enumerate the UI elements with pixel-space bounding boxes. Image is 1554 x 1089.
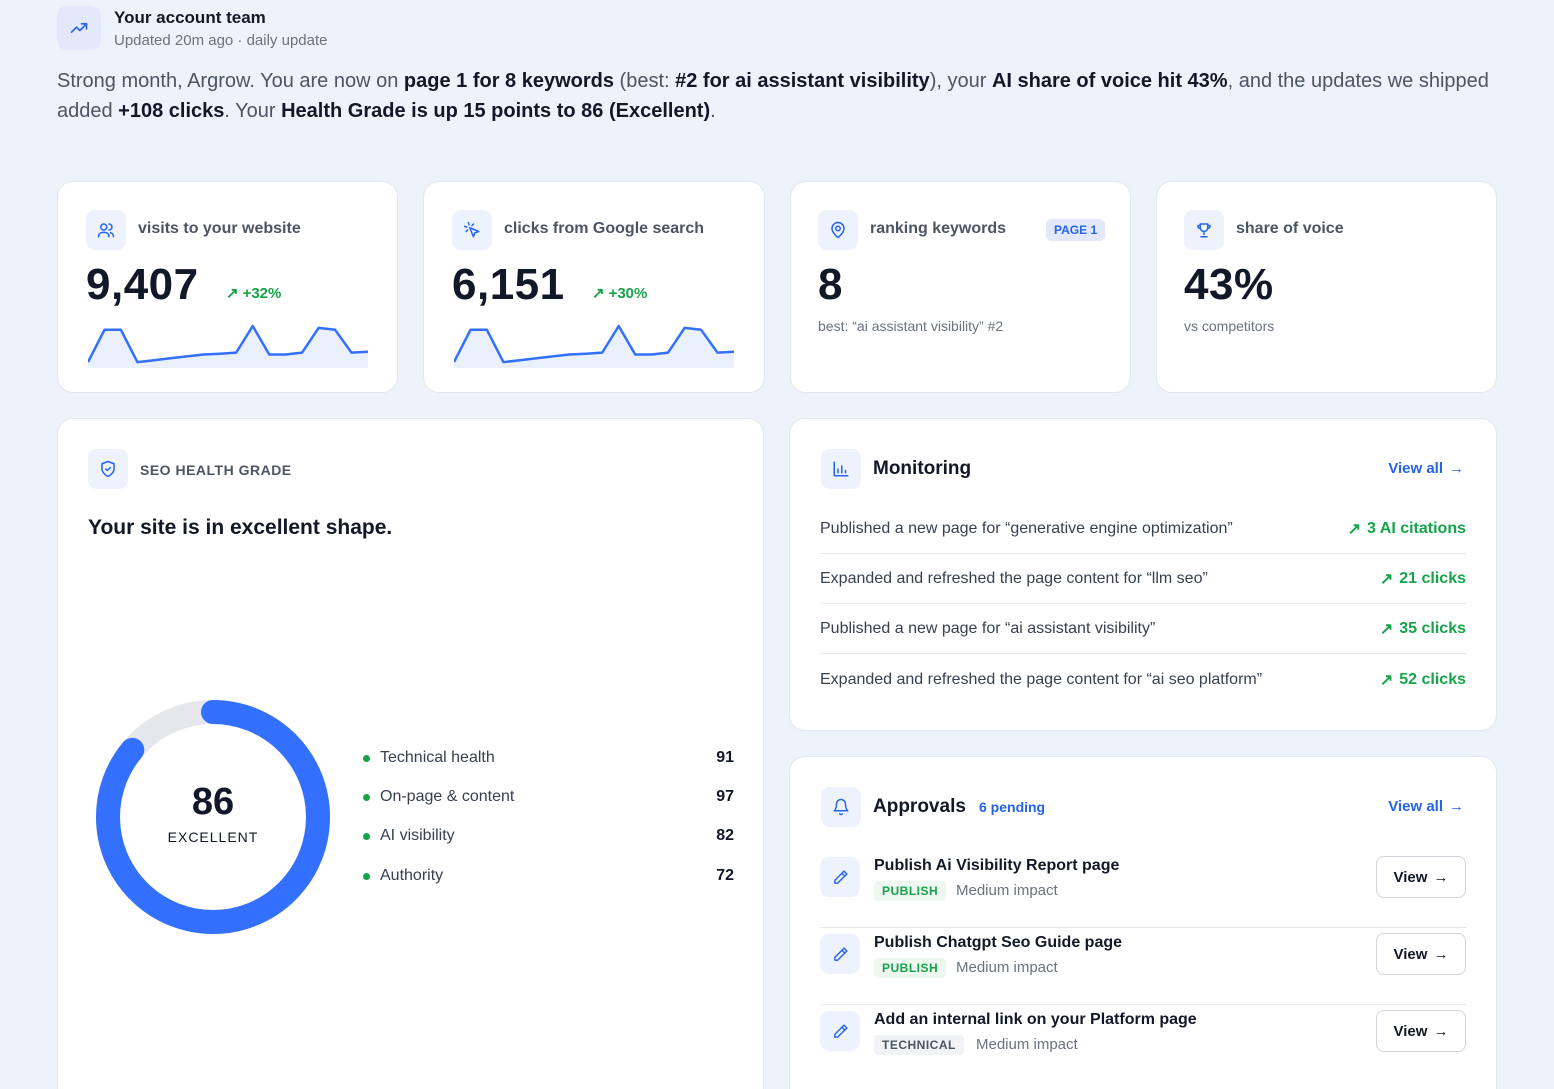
- bell-icon: [821, 787, 861, 827]
- health-headline: Your site is in excellent shape.: [88, 516, 393, 539]
- pending-count: 6 pending: [979, 799, 1046, 815]
- stat-card-keywords: ranking keywords PAGE 1 8 best: “ai assi…: [790, 181, 1131, 393]
- stat-card-clicks: clicks from Google search 6,151 ↗ +30%: [423, 181, 765, 393]
- stat-delta: ↗ +30%: [592, 284, 648, 303]
- bar-chart-icon: [821, 449, 861, 489]
- sparkline-area: [454, 326, 734, 368]
- arrow-right-icon: →: [1449, 798, 1464, 815]
- approvals-view-all-link[interactable]: View all →: [1388, 798, 1464, 815]
- approvals-title: Approvals: [873, 796, 966, 817]
- sparkline-line: [88, 324, 368, 364]
- health-section-label: SEO HEALTH GRADE: [140, 462, 292, 478]
- stat-card-visits: visits to your website 9,407 ↗ +32%: [57, 181, 398, 393]
- health-score-ring: [96, 700, 330, 934]
- approval-item: Publish Chatgpt Seo Guide page PUBLISH M…: [820, 928, 1466, 1005]
- stat-label: clicks from Google search: [504, 220, 705, 237]
- arrow-right-icon: →: [1433, 1022, 1449, 1040]
- stat-value: 9,407: [86, 260, 199, 309]
- pencil-icon: [820, 1011, 860, 1051]
- arrow-right-icon: →: [1433, 868, 1449, 886]
- view-button[interactable]: View →: [1376, 856, 1466, 898]
- stat-note: best: “ai assistant visibility” #2: [818, 318, 1004, 334]
- pencil-icon: [820, 934, 860, 974]
- summary-paragraph: Strong month, Argrow. You are now on pag…: [57, 70, 1489, 122]
- trending-up-icon: ↗: [1379, 620, 1394, 638]
- health-score: 86: [191, 781, 235, 823]
- arrow-right-icon: →: [1449, 460, 1464, 477]
- sparkline-line: [454, 324, 734, 364]
- stat-label: ranking keywords: [870, 220, 1007, 237]
- health-item: On-page & content 97: [363, 782, 734, 812]
- approval-tag: PUBLISH: [874, 881, 947, 901]
- health-item: Technical health 91: [363, 743, 734, 773]
- approval-item: Publish Ai Visibility Report page PUBLIS…: [820, 851, 1466, 928]
- stat-value: 6,151: [452, 260, 565, 309]
- cursor-click-icon: [452, 210, 492, 250]
- approval-impact: Medium impact: [956, 959, 1058, 976]
- monitoring-row[interactable]: Published a new page for “generative eng…: [820, 504, 1466, 554]
- ring-progress: [96, 700, 330, 934]
- approval-title: Add an internal link on your Platform pa…: [874, 1011, 1197, 1028]
- stat-card-share-of-voice: share of voice 43% vs competitors: [1156, 181, 1497, 393]
- seo-health-card: SEO HEALTH GRADE Your site is in excelle…: [57, 418, 764, 1089]
- approvals-card: Approvals 6 pending View all → Publish Ai…: [789, 756, 1497, 1089]
- approval-tag: PUBLISH: [874, 958, 947, 978]
- approval-impact: Medium impact: [956, 882, 1058, 899]
- trending-up-icon: ↗: [1379, 672, 1394, 689]
- stat-label: visits to your website: [138, 220, 301, 237]
- arrow-up-right-icon: ↗: [592, 285, 605, 302]
- visits-sparkline: [88, 324, 368, 368]
- monitoring-title: Monitoring: [873, 458, 972, 479]
- monitoring-view-all-link[interactable]: View all →: [1388, 460, 1464, 477]
- monitoring-row[interactable]: Expanded and refreshed the page content …: [820, 554, 1466, 604]
- map-pin-icon: [818, 210, 858, 250]
- approval-item: Add an internal link on your Platform pa…: [820, 1005, 1466, 1082]
- page-badge: PAGE 1: [1046, 219, 1106, 241]
- health-item: Authority 72: [363, 861, 734, 891]
- users-icon: [86, 210, 126, 250]
- pencil-icon: [820, 857, 860, 897]
- monitoring-row[interactable]: Expanded and refreshed the page content …: [820, 671, 1466, 689]
- monitoring-row[interactable]: Published a new page for “ai assistant v…: [820, 604, 1466, 654]
- update-status: Updated 20m ago · daily update: [114, 32, 328, 49]
- stat-value: 43%: [1184, 260, 1274, 309]
- view-button[interactable]: View →: [1376, 933, 1466, 975]
- stat-value: 8: [818, 260, 843, 309]
- approval-title: Publish Ai Visibility Report page: [874, 857, 1120, 874]
- monitoring-card: Monitoring View all → Published a new pag…: [789, 418, 1497, 731]
- sparkline-area: [88, 326, 368, 368]
- trophy-icon: [1184, 210, 1224, 250]
- approval-tag: TECHNICAL: [874, 1035, 964, 1055]
- stat-label: share of voice: [1236, 220, 1344, 237]
- view-button[interactable]: View →: [1376, 1010, 1466, 1052]
- stat-delta: ↗ +32%: [226, 284, 282, 303]
- trending-up-icon: ↗: [1347, 520, 1362, 538]
- approval-title: Publish Chatgpt Seo Guide page: [874, 934, 1123, 951]
- arrow-right-icon: →: [1433, 945, 1449, 963]
- clicks-sparkline: [454, 324, 734, 368]
- trending-up-icon: [57, 6, 101, 50]
- health-item: AI visibility 82: [363, 821, 734, 851]
- arrow-up-right-icon: ↗: [226, 285, 239, 302]
- trending-up-icon: ↗: [1379, 570, 1394, 588]
- shield-check-icon: [88, 449, 128, 489]
- account-team-title: Your account team: [114, 8, 266, 27]
- approval-impact: Medium impact: [976, 1036, 1078, 1053]
- stat-note: vs competitors: [1184, 318, 1275, 334]
- health-grade: EXCELLENT: [167, 829, 259, 845]
